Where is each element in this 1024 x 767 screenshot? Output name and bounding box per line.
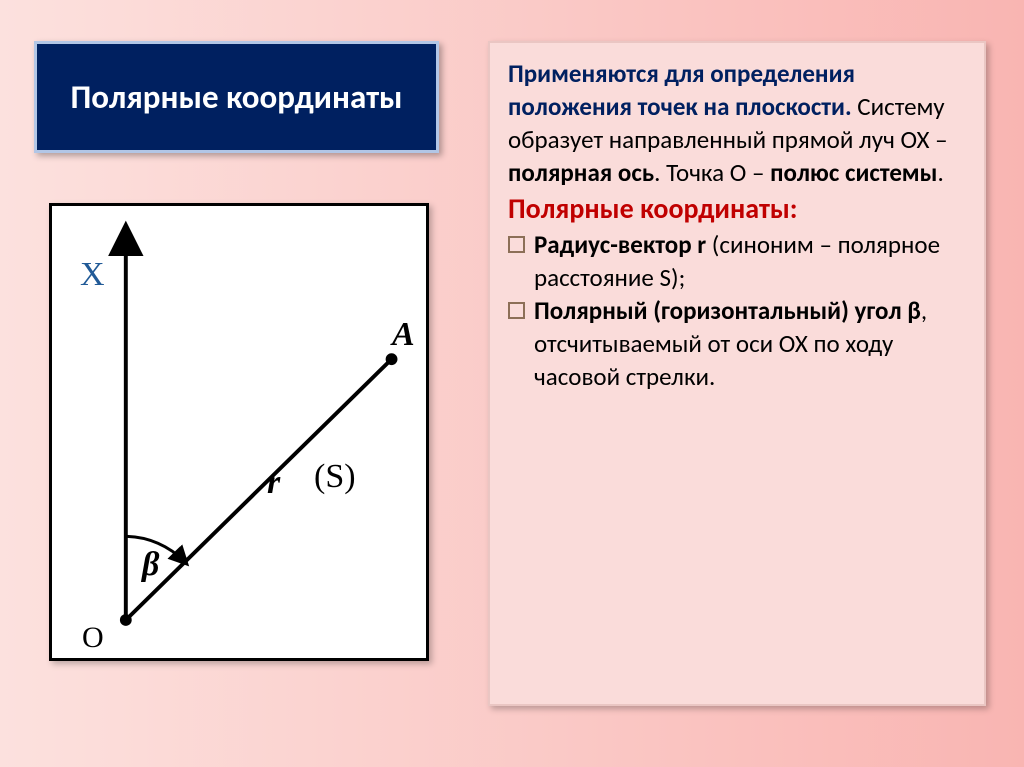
label-beta: β <box>142 546 159 584</box>
point-o <box>120 614 132 626</box>
description-box: Применяются для определения положения то… <box>488 41 986 706</box>
intro-b: полярная ось <box>508 157 654 188</box>
polar-diagram: Х A r (S) β О <box>49 203 429 661</box>
label-s: (S) <box>314 458 356 496</box>
bullet-2-bold: Полярный (горизонтальный) угол β <box>534 295 921 326</box>
intro-e: . <box>937 157 943 188</box>
bullet-icon <box>508 236 525 253</box>
bullet-1-bold: Радиус-вектор r <box>534 229 706 260</box>
title-box: Полярные координаты <box>34 41 439 153</box>
heading-polar: Полярные координаты: <box>508 191 966 228</box>
label-r: r <box>267 464 280 502</box>
bullet-1: Радиус-вектор r (синоним – полярное расс… <box>508 228 966 294</box>
label-o: О <box>82 621 104 655</box>
bullet-1-text: Радиус-вектор r (синоним – полярное расс… <box>534 228 966 294</box>
intro-d: полюс системы <box>770 157 937 188</box>
label-a: A <box>392 316 415 354</box>
intro-c: . Точка О – <box>654 157 770 188</box>
label-x: Х <box>80 256 105 294</box>
bullet-icon <box>508 302 525 319</box>
page-title: Полярные координаты <box>70 76 402 119</box>
point-a <box>386 353 398 365</box>
intro-bold: Применяются для определения положения то… <box>508 58 855 122</box>
bullet-2: Полярный (горизонтальный) угол β, отсчит… <box>508 294 966 393</box>
bullet-2-text: Полярный (горизонтальный) угол β, отсчит… <box>534 294 966 393</box>
paragraph-intro: Применяются для определения положения то… <box>508 57 966 189</box>
